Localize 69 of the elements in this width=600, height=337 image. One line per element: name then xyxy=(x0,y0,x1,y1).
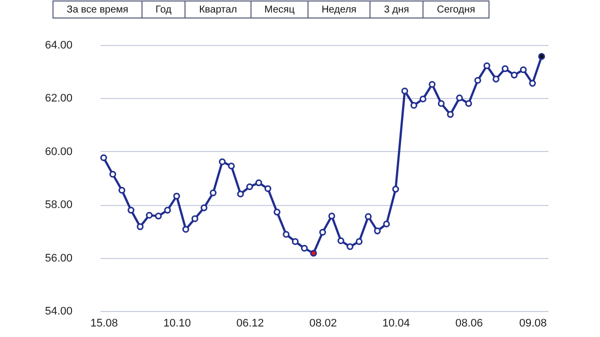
point xyxy=(328,212,336,220)
point xyxy=(465,100,472,107)
y-tick-label: 60.00 xyxy=(44,146,72,158)
point xyxy=(520,66,527,74)
y-tick-label: 56.00 xyxy=(44,252,72,264)
point xyxy=(401,88,408,94)
point xyxy=(410,102,418,109)
point xyxy=(182,226,190,233)
point xyxy=(456,94,463,102)
point xyxy=(264,185,272,192)
point xyxy=(538,53,546,60)
point xyxy=(392,186,400,193)
point xyxy=(228,162,235,170)
point xyxy=(246,183,254,190)
x-tick-label: 10.04 xyxy=(382,318,410,330)
text: 3 дня xyxy=(384,4,410,16)
text: Квартал xyxy=(199,4,238,16)
text: Год xyxy=(156,4,172,16)
point xyxy=(510,72,518,78)
point xyxy=(346,243,354,250)
point xyxy=(173,192,180,200)
x-tick-label: 09.08 xyxy=(519,318,547,330)
point xyxy=(364,213,372,220)
point xyxy=(128,206,134,214)
point xyxy=(483,62,490,70)
point xyxy=(310,250,317,257)
point xyxy=(420,96,426,102)
point xyxy=(109,170,116,178)
point xyxy=(146,212,153,219)
point xyxy=(383,220,390,228)
point xyxy=(255,179,262,186)
text: Неделя xyxy=(322,4,356,16)
x-tick-label: 10.10 xyxy=(163,318,191,330)
point xyxy=(374,228,381,234)
x-tick-label: 08.06 xyxy=(455,318,483,330)
point xyxy=(474,76,482,84)
point xyxy=(438,100,445,107)
point xyxy=(529,80,536,87)
text: За все время xyxy=(66,4,128,16)
point xyxy=(200,204,208,212)
y-tick-label: 62.00 xyxy=(44,92,72,105)
point xyxy=(446,111,454,118)
y-tick-label: 54.00 xyxy=(44,306,72,318)
y-tick-label: 64.00 xyxy=(44,40,72,52)
y-tick-label: 58.00 xyxy=(44,199,72,212)
text: Месяц xyxy=(264,4,295,16)
x-tick-label: 08.02 xyxy=(309,318,337,330)
point xyxy=(237,190,244,198)
point xyxy=(502,65,509,72)
point xyxy=(428,80,436,88)
point xyxy=(136,223,144,230)
point xyxy=(218,158,226,166)
point xyxy=(300,244,308,252)
point xyxy=(337,237,344,244)
x-tick-label: 15.08 xyxy=(90,318,118,330)
point xyxy=(155,212,162,220)
point xyxy=(191,215,198,222)
point xyxy=(100,154,108,162)
point xyxy=(319,228,326,236)
point xyxy=(118,186,126,194)
point xyxy=(356,238,363,245)
point xyxy=(210,190,217,196)
text: Сегодня xyxy=(436,4,476,16)
point xyxy=(164,206,171,214)
point xyxy=(282,231,290,238)
x-tick-label: 06.12 xyxy=(236,318,264,330)
point xyxy=(292,238,299,245)
point xyxy=(274,208,280,216)
point xyxy=(492,76,500,82)
